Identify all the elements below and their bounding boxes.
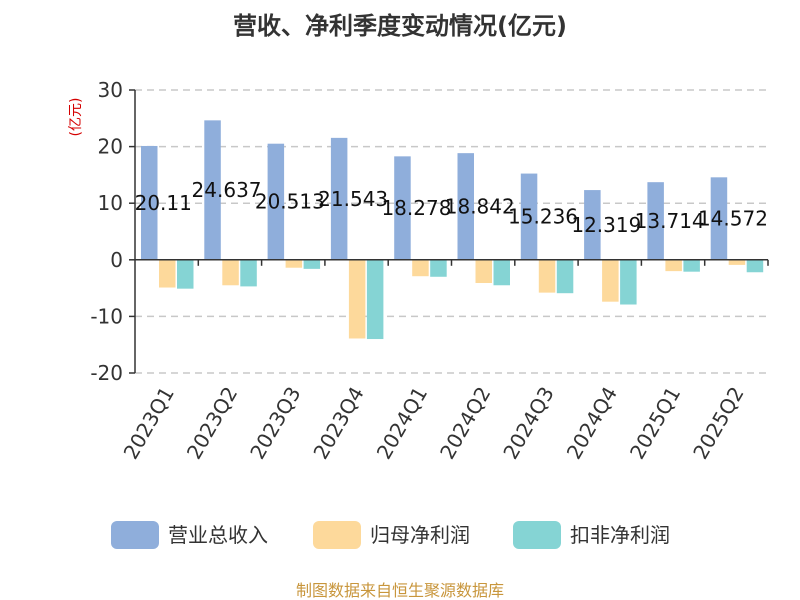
- bar-2024Q1-s1: [412, 259, 429, 277]
- bar-2024Q2-s2: [493, 259, 510, 286]
- x-tick-labels: 2023Q1 2023Q2 2023Q3 2023Q4 2024Q1 2024Q2 2024…: [119, 383, 749, 464]
- chart-title: 营收、净利季度变动情况(亿元): [233, 12, 567, 40]
- y-tick-label: -10: [90, 304, 123, 328]
- x-tick-label: 2025Q2: [688, 383, 748, 464]
- data-labels: 20.1124.63720.51321.54318.27818.84215.23…: [135, 178, 768, 237]
- bar-2023Q2-s2: [240, 259, 257, 287]
- bar-2023Q3-s1: [285, 259, 303, 268]
- bar-2025Q1-s0: [647, 182, 664, 260]
- legend-label: 归母净利润: [370, 523, 470, 547]
- bar-2025Q2-s1: [728, 259, 746, 265]
- bar-2024Q4-s1: [602, 259, 619, 302]
- x-tick-label: 2023Q3: [245, 383, 305, 464]
- data-label: 18.842: [445, 194, 515, 218]
- legend-item-1[interactable]: 归母净利润: [313, 521, 470, 549]
- x-tick-label: 2024Q1: [372, 383, 432, 464]
- legend-swatch: [313, 521, 361, 549]
- data-label: 13.714: [635, 209, 705, 233]
- data-label: 20.513: [255, 190, 325, 214]
- bar-2025Q2-s0: [710, 177, 728, 260]
- x-tick-label: 2024Q2: [435, 383, 495, 464]
- bar-2024Q2-s1: [475, 259, 492, 284]
- y-tick-label: 30: [98, 78, 123, 102]
- data-label: 21.543: [318, 187, 388, 211]
- bar-2025Q1-s1: [665, 259, 682, 272]
- data-label: 18.278: [381, 196, 451, 220]
- bar-2023Q1-s0: [141, 145, 158, 260]
- bar-2023Q4-s0: [330, 137, 348, 260]
- bar-2023Q3-s0: [267, 143, 285, 260]
- y-tick-label: 20: [98, 135, 123, 159]
- legend-label: 营业总收入: [168, 523, 268, 547]
- legend-item-2[interactable]: 扣非净利润: [513, 521, 670, 549]
- legend-swatch: [111, 521, 159, 549]
- bar-2024Q1-s2: [430, 259, 447, 277]
- x-tick-label: 2023Q1: [119, 383, 179, 464]
- bar-2025Q2-s2: [746, 259, 764, 273]
- y-tick-label: -20: [90, 361, 123, 385]
- bar-2023Q4-s1: [348, 259, 366, 339]
- source-note: 制图数据来自恒生聚源数据库: [296, 581, 504, 600]
- bar-2023Q1-s1: [159, 259, 176, 288]
- legend-item-0[interactable]: 营业总收入: [111, 521, 268, 549]
- bar-2023Q1-s2: [177, 259, 194, 289]
- y-tick-label: 0: [110, 248, 123, 272]
- bar-2024Q1-s0: [394, 156, 411, 260]
- bar-2024Q4-s2: [620, 259, 637, 305]
- bar-2024Q2-s0: [457, 153, 474, 260]
- bar-2024Q4-s0: [584, 190, 601, 260]
- x-tick-label: 2024Q4: [562, 383, 622, 464]
- axes: 30 20 10 0 -10 -20: [90, 78, 769, 385]
- x-tick-label: 2023Q4: [308, 383, 368, 464]
- legend: 营业总收入 归母净利润 扣非净利润: [111, 521, 670, 549]
- bars: [141, 120, 764, 340]
- data-label: 14.572: [698, 207, 768, 231]
- y-axis-label: (亿元): [68, 98, 84, 137]
- grid: [135, 89, 768, 374]
- x-tick-label: 2023Q2: [182, 383, 242, 464]
- bar-2024Q3-s2: [556, 259, 574, 294]
- bar-2024Q3-s0: [520, 173, 538, 260]
- legend-swatch: [513, 521, 561, 549]
- bar-2023Q4-s2: [366, 259, 384, 340]
- data-label: 12.319: [571, 213, 641, 237]
- bar-2025Q1-s2: [683, 259, 700, 272]
- bar-2023Q2-s0: [204, 120, 221, 260]
- bar-2023Q3-s2: [303, 259, 321, 269]
- x-tick-label: 2024Q3: [498, 383, 558, 464]
- bar-2024Q3-s1: [538, 259, 556, 293]
- data-label: 24.637: [192, 178, 262, 202]
- legend-label: 扣非净利润: [570, 523, 670, 547]
- data-label: 20.11: [135, 191, 192, 215]
- data-label: 15.236: [508, 205, 578, 229]
- y-tick-label: 10: [98, 191, 123, 215]
- bar-2023Q2-s1: [222, 259, 239, 286]
- x-tick-label: 2025Q1: [625, 383, 685, 464]
